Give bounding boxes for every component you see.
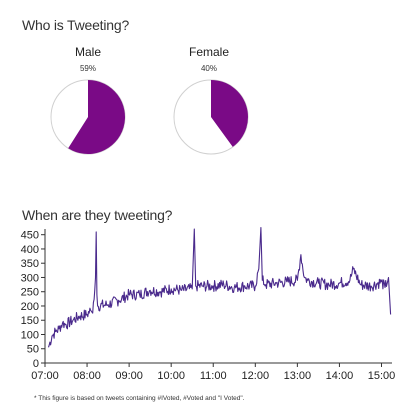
pie-percent-male: 59%	[79, 64, 96, 73]
x-tick-label: 08:00	[73, 370, 101, 382]
series-line	[47, 227, 392, 348]
pie-percent-female: 40%	[200, 64, 217, 73]
pie-female-slice-main	[211, 80, 248, 147]
x-tick-label: 09:00	[115, 370, 143, 382]
pie-label-female: Female	[188, 45, 229, 59]
x-tick-label: 11:00	[200, 370, 227, 382]
y-tick-label: 350	[21, 258, 39, 270]
x-tick-label: 10:00	[157, 370, 185, 382]
footnote: * This figure is based on tweets contain…	[34, 395, 245, 402]
y-tick-label: 200	[21, 301, 39, 313]
pie-label-male: Male	[74, 45, 101, 59]
line-chart: 0 50 100 150 200 250 300 350 400 450 07:00 08:00 09:…	[21, 227, 396, 382]
section-title-when: When are they tweeting?	[22, 207, 173, 223]
y-tick-label: 400	[21, 244, 39, 256]
section-title-who: Who is Tweeting?	[22, 17, 130, 33]
x-tick-label: 12:00	[242, 370, 270, 382]
x-tick-label: 14:00	[326, 370, 354, 382]
y-tick-label: 50	[27, 344, 39, 356]
y-tick-label: 300	[21, 272, 39, 284]
y-tick-label: 100	[21, 329, 39, 341]
x-tick-label: 13:00	[284, 370, 312, 382]
pie-chart-male	[50, 79, 126, 155]
pie-chart-female	[173, 79, 249, 155]
y-tick-label: 450	[21, 230, 39, 242]
y-tick-label: 150	[21, 315, 39, 327]
pie-male-slice-main	[68, 80, 125, 154]
x-tick-label: 07:00	[31, 370, 59, 382]
x-tick-label: 15:00	[368, 370, 396, 382]
y-tick-label: 250	[21, 287, 39, 299]
y-tick-label: 0	[33, 358, 39, 370]
